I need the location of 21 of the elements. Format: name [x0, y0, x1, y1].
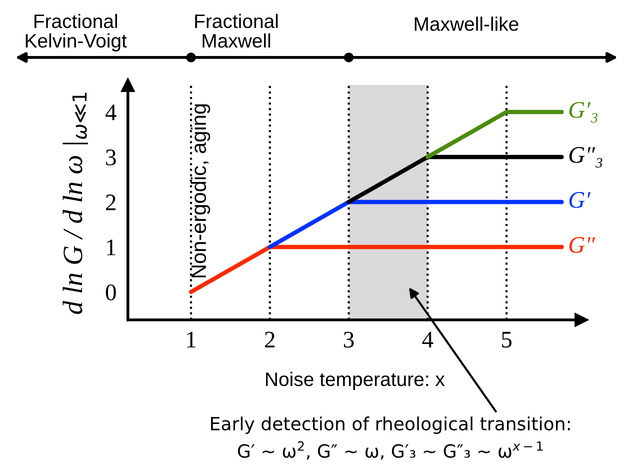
text: Maxwell-like: [414, 16, 518, 31]
text: Fractional Maxwell: [195, 14, 278, 48]
series-label: G″: [569, 237, 596, 253]
y-tick-label: 3: [106, 150, 116, 166]
series-label: G′: [569, 192, 591, 208]
y-tick-label: 4: [105, 104, 116, 120]
x-tick-label: 3: [344, 332, 354, 348]
x-tick-label: 2: [265, 332, 274, 348]
series-label: G′₃: [569, 102, 598, 123]
x-axis-title: Noise temperature: x: [266, 372, 445, 390]
ref-line-label: Non-ergodic, aging: [190, 104, 210, 278]
x-tick-label: 4: [422, 332, 434, 348]
text: Early detection of rheological transition: G′ ∼ ω$^{2}$, G″ ∼ ω, G′₃ ∼ G″₃ ∼ ω$^{x−1}$: [211, 416, 570, 460]
x-tick-label: 1: [187, 332, 196, 348]
x-tick-label: 5: [502, 332, 512, 348]
y-tick-label: 2: [106, 194, 116, 210]
text: Fractional Kelvin-Voigt: [26, 14, 127, 52]
y-tick-label: 0: [106, 284, 116, 300]
series-label: G″₃: [569, 147, 602, 168]
y-tick-label: 1: [107, 240, 116, 256]
y-axis-title: d ln G / d ln ω |$_{ω≪1}$: [62, 92, 88, 314]
